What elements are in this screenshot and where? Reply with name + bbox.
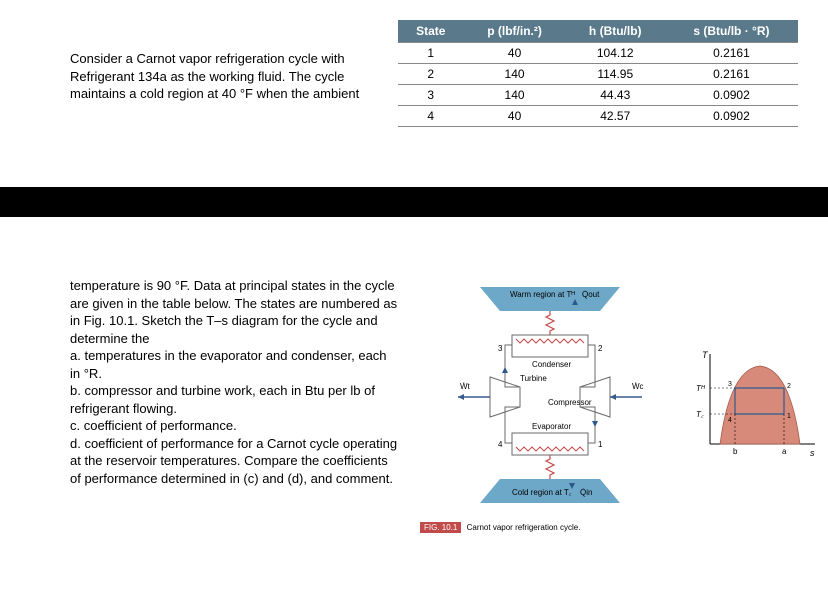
item-b: b. compressor and turbine work, each in … xyxy=(70,382,400,417)
table-cell: 104.12 xyxy=(566,43,665,64)
problem-text-top: Consider a Carnot vapor refrigeration cy… xyxy=(70,20,378,127)
table-cell: 0.0902 xyxy=(665,85,798,106)
paragraph-intro: temperature is 90 °F. Data at principal … xyxy=(70,277,400,347)
state-table: State p (lbf/in.²) h (Btu/lb) s (Btu/lb … xyxy=(398,20,798,127)
th-s: s (Btu/lb · °R) xyxy=(665,20,798,43)
state-3: 3 xyxy=(498,344,503,353)
table-cell: 0.0902 xyxy=(665,106,798,127)
table-cell: 1 xyxy=(398,43,464,64)
evaporator-block xyxy=(512,433,588,455)
table-cell: 0.2161 xyxy=(665,64,798,85)
ts-state-4: 4 xyxy=(728,417,732,424)
y-axis-label: T xyxy=(702,350,709,360)
table-cell: 140 xyxy=(464,85,566,106)
black-band xyxy=(0,187,828,217)
table-row: 140104.120.2161 xyxy=(398,43,798,64)
table-cell: 114.95 xyxy=(566,64,665,85)
resistor-top-icon xyxy=(546,311,554,335)
wt-label: Ẇt xyxy=(460,382,471,391)
table-row: 314044.430.0902 xyxy=(398,85,798,106)
tc-label: T꜀ xyxy=(696,410,704,419)
th-p: p (lbf/in.²) xyxy=(464,20,566,43)
state-2: 2 xyxy=(598,344,603,353)
state-4: 4 xyxy=(498,440,503,449)
compressor-label: Compressor xyxy=(548,398,592,407)
resistor-bottom-icon xyxy=(546,455,554,479)
qout-label: Q̇out xyxy=(582,290,600,299)
table-header-row: State p (lbf/in.²) h (Btu/lb) s (Btu/lb … xyxy=(398,20,798,43)
table-cell: 40 xyxy=(464,106,566,127)
figure-caption: FIG. 10.1 Carnot vapor refrigeration cyc… xyxy=(420,522,680,533)
th-h: h (Btu/lb) xyxy=(566,20,665,43)
top-line-3: maintains a cold region at 40 °F when th… xyxy=(70,85,378,103)
table-row: 2140114.950.2161 xyxy=(398,64,798,85)
table-cell: 4 xyxy=(398,106,464,127)
turbine-label: Turbine xyxy=(520,374,547,383)
qin-label: Q̇in xyxy=(580,488,592,497)
top-line-2: Refrigerant 134a as the working fluid. T… xyxy=(70,68,378,86)
table-cell: 140 xyxy=(464,64,566,85)
condenser-label: Condenser xyxy=(532,360,571,369)
ts-diagram: T s Tᴴ T꜀ b a 1 2 xyxy=(690,344,820,467)
x-axis-label: s xyxy=(810,448,815,458)
wc-label: Ẇc xyxy=(632,382,644,391)
table-row: 44042.570.0902 xyxy=(398,106,798,127)
ts-state-2: 2 xyxy=(787,383,791,390)
cycle-diagram: Warm region at Tᴴ Q̇out Condenser Turbin… xyxy=(420,277,680,533)
table-cell: 3 xyxy=(398,85,464,106)
table-cell: 2 xyxy=(398,64,464,85)
table-cell: 0.2161 xyxy=(665,43,798,64)
th-state: State xyxy=(398,20,464,43)
th-label: Tᴴ xyxy=(696,384,706,393)
cold-label: Cold region at T꜀ xyxy=(512,488,572,497)
top-line-1: Consider a Carnot vapor refrigeration cy… xyxy=(70,50,378,68)
problem-text-bottom: temperature is 90 °F. Data at principal … xyxy=(70,277,400,533)
fig-text: Carnot vapor refrigeration cycle. xyxy=(467,523,581,532)
condenser-block xyxy=(512,335,588,357)
table-cell: 44.43 xyxy=(566,85,665,106)
item-a: a. temperatures in the evaporator and co… xyxy=(70,347,400,382)
evaporator-label: Evaporator xyxy=(532,422,571,431)
a-label: a xyxy=(782,447,787,456)
ts-state-1: 1 xyxy=(787,413,791,420)
ts-dome xyxy=(720,366,800,444)
ts-state-3: 3 xyxy=(728,381,732,388)
state-1: 1 xyxy=(598,440,603,449)
warm-label: Warm region at Tᴴ xyxy=(510,290,575,299)
item-d: d. coefficient of performance for a Carn… xyxy=(70,435,400,488)
b-label: b xyxy=(733,447,738,456)
fig-number: FIG. 10.1 xyxy=(420,522,461,533)
table-cell: 42.57 xyxy=(566,106,665,127)
table-cell: 40 xyxy=(464,43,566,64)
item-c: c. coefficient of performance. xyxy=(70,417,400,435)
